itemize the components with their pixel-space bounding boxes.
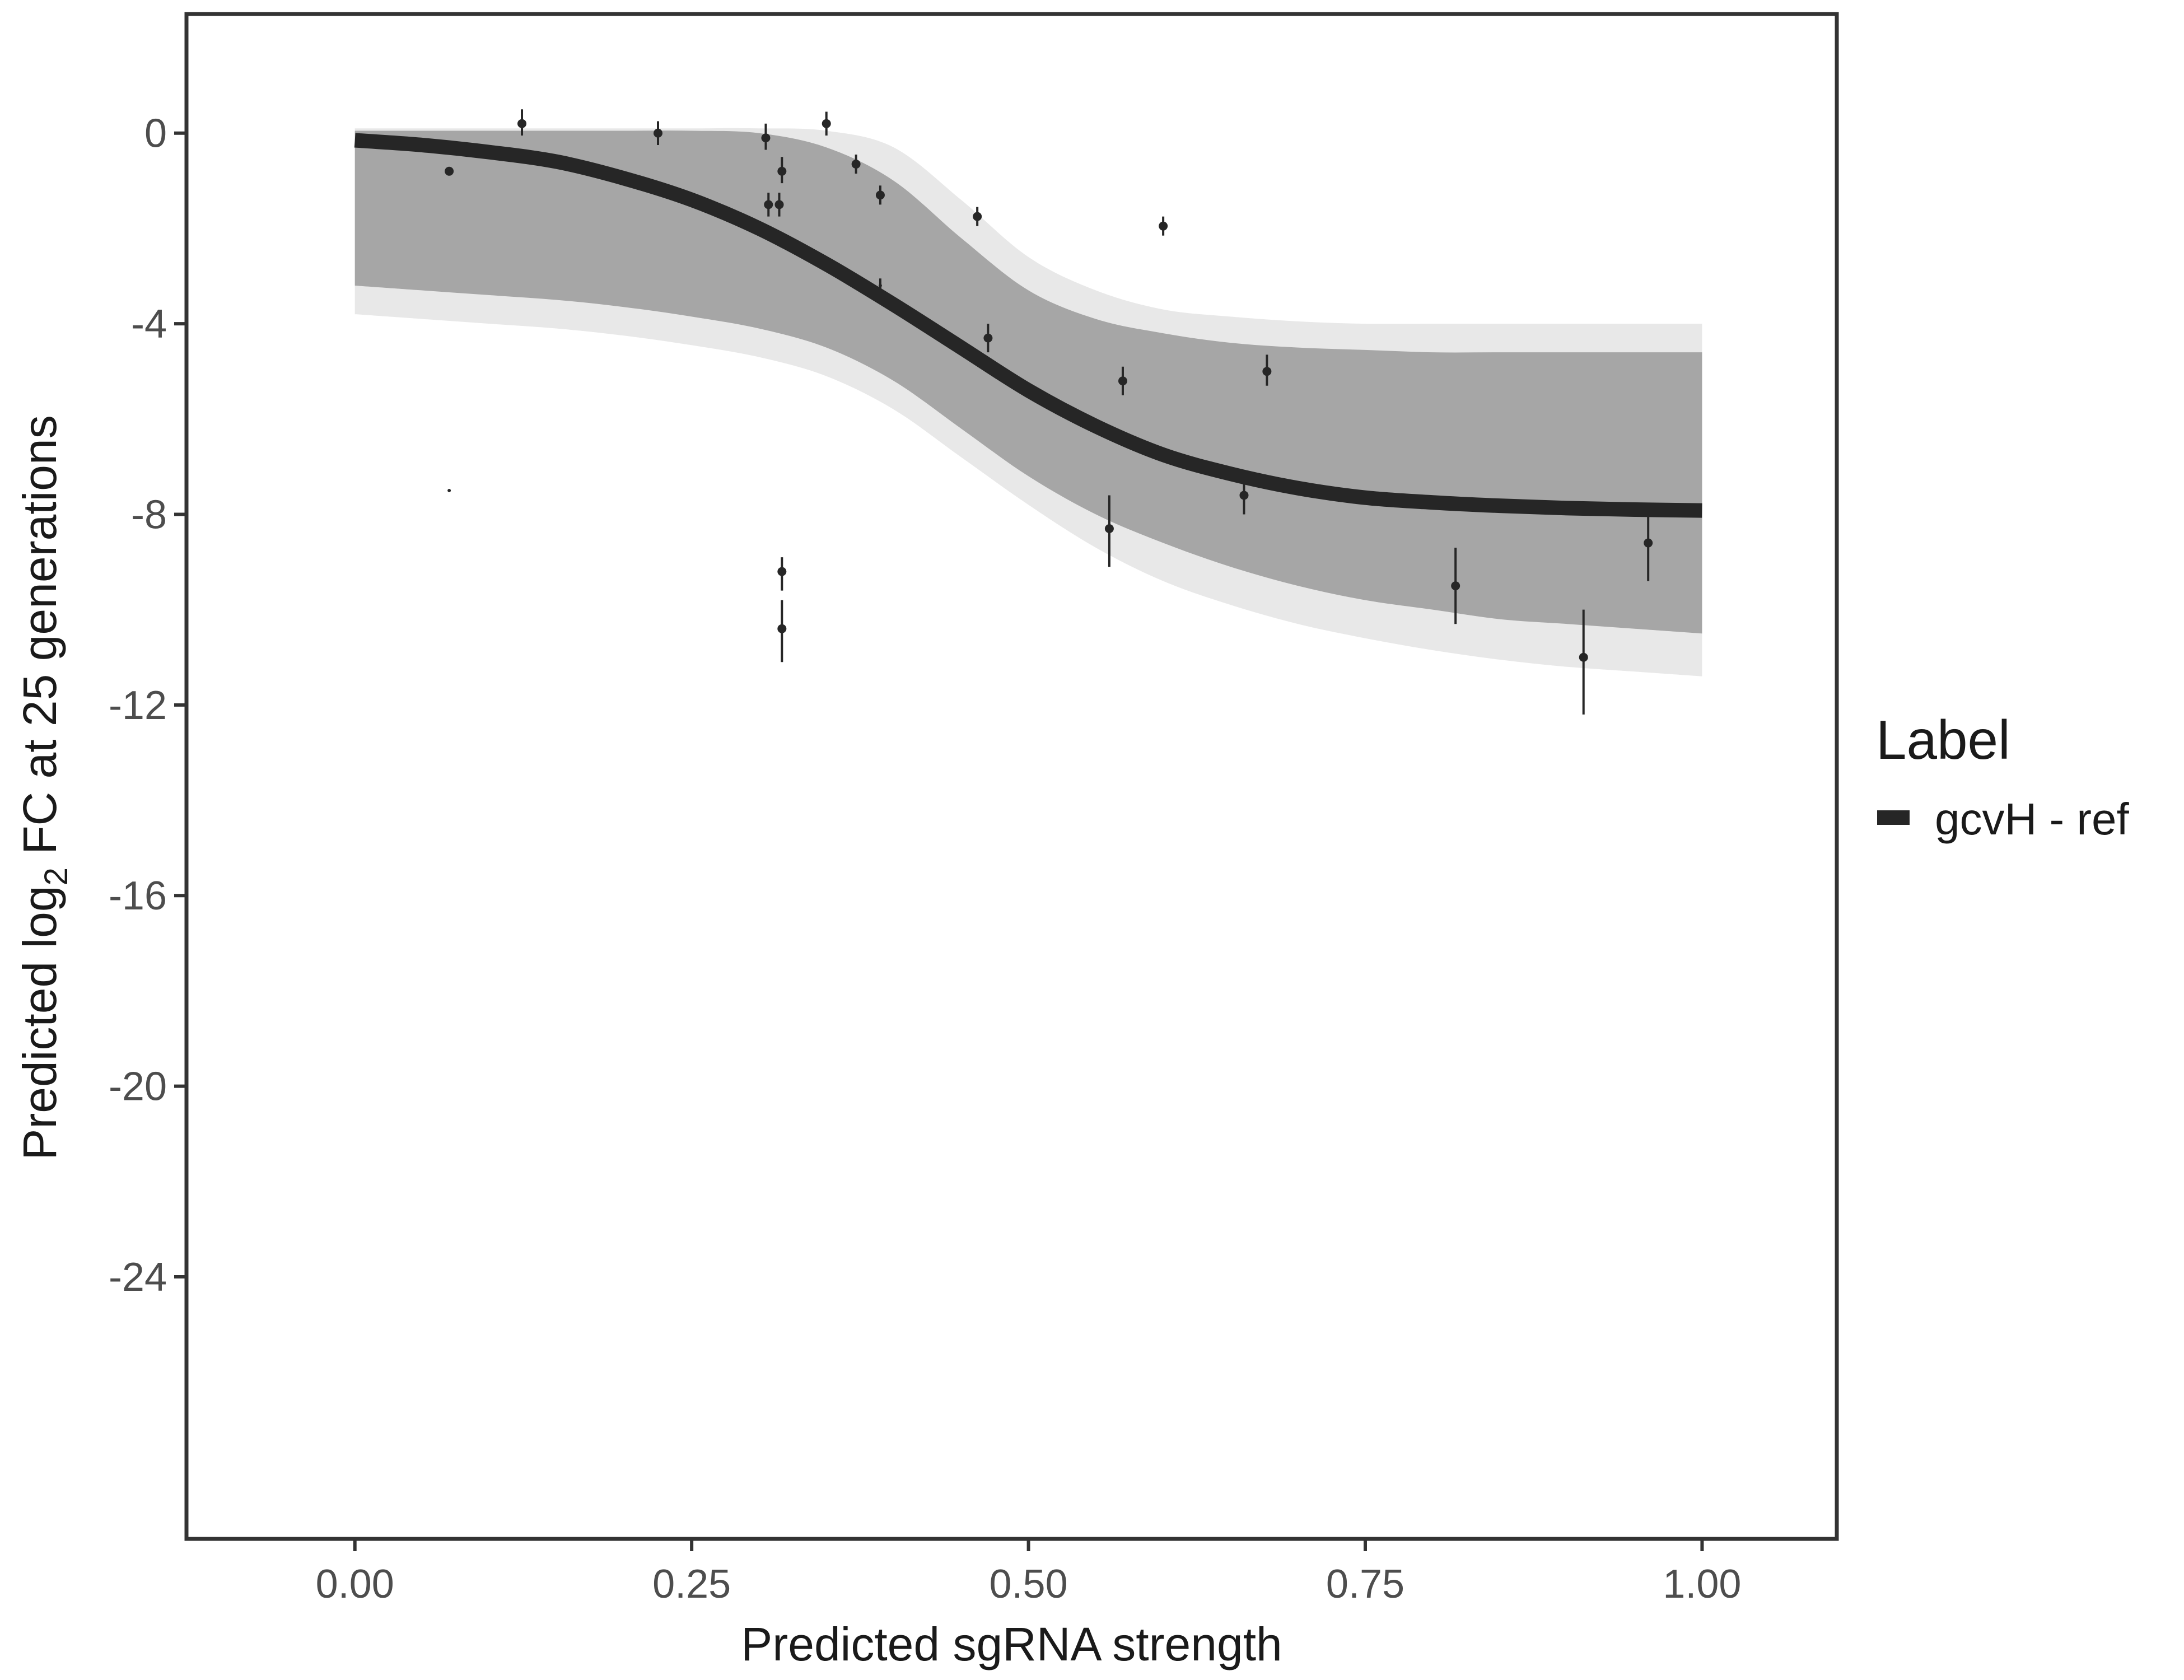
point-marker [764,200,773,209]
y-tick-label: -12 [109,683,167,728]
x-axis: 0.00 0.25 0.50 0.75 1.00 [316,1541,1741,1607]
point-marker [875,190,885,200]
y-tick-label: -4 [131,302,167,347]
observations [445,109,1653,715]
point-marker [774,200,784,209]
point-marker [1159,221,1168,231]
data-point [851,155,861,174]
x-tick-label: 0.00 [316,1562,394,1607]
point-marker [1239,491,1249,500]
point-marker [983,333,993,343]
x-tick-label: 0.25 [652,1562,731,1607]
x-tick-label: 1.00 [1663,1562,1741,1607]
legend-key [1877,810,1910,825]
point-marker [654,128,662,138]
point-marker [851,160,861,169]
point-marker [777,166,787,176]
data-point [1239,476,1249,515]
y-axis-title-rest: FC at 25 generations [13,415,66,867]
data-point [777,600,787,662]
x-tick-label: 0.50 [990,1562,1068,1607]
point-marker [1262,367,1272,376]
data-point [878,278,882,293]
x-tick-label: 0.75 [1326,1562,1404,1607]
data-point [1579,609,1588,715]
y-tick-label: 0 [144,111,167,156]
y-axis-title: Predicted log2 FC at 25 generations [13,415,74,1160]
data-point [517,109,527,136]
point-marker [1118,376,1127,386]
y-axis: 0 -4 -8 -12 -16 -20 -24 [109,111,185,1300]
data-point [822,111,831,136]
legend-title: Label [1876,709,2010,771]
data-point [764,193,773,217]
data-point [777,157,787,184]
data-point [777,557,787,591]
data-point [1159,216,1168,236]
data-point [445,166,454,176]
point-marker [1579,652,1588,662]
data-point [1644,514,1653,581]
point-marker [1644,538,1653,548]
y-tick-label: -16 [109,874,167,918]
point-marker [777,624,787,633]
posterior-band [354,128,1702,676]
point-marker [878,284,882,288]
data-point [447,488,451,492]
data-point [761,123,771,150]
legend: Label gcvH - ref [1876,709,2129,844]
point-marker [822,119,831,128]
point-marker [517,119,527,128]
series-line [354,133,1702,518]
data-point [875,185,885,205]
data-point [774,193,784,217]
data-point [973,207,982,226]
data-point [1451,548,1460,624]
point-marker [1104,524,1114,534]
point-marker [445,166,454,176]
plot-frame [184,12,1839,1541]
point-marker [761,133,771,143]
data-point [1118,366,1127,395]
point-marker [1451,581,1460,591]
y-tick-label: -8 [131,492,167,537]
data-point [983,324,993,353]
data-point [654,121,662,146]
point-marker [777,567,787,576]
fitted-curve [354,133,1702,518]
legend-label: gcvH - ref [1935,794,2129,844]
x-axis-title: Predicted sgRNA strength [741,1618,1282,1670]
data-point [1104,495,1114,567]
data-point [1262,354,1272,386]
y-axis-title-subscript: 2 [38,867,74,885]
point-marker [447,488,451,492]
point-marker [973,212,982,221]
y-tick-label: -20 [109,1065,167,1109]
y-axis-title-main: Predicted log [13,885,66,1160]
y-tick-label: -24 [109,1255,167,1300]
